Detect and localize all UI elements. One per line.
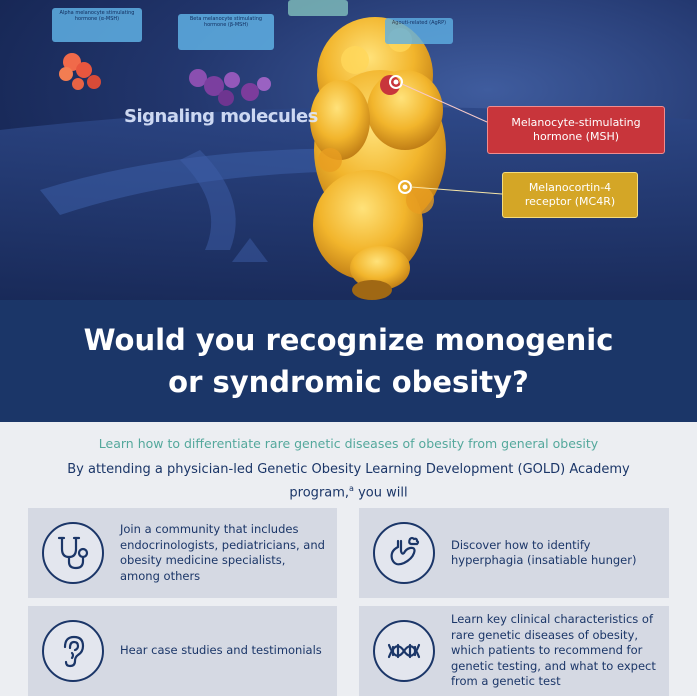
title-line-2: or syndromic obesity?: [168, 365, 529, 399]
mc4r-protein: [310, 17, 446, 300]
alpha-msh-molecule: [59, 53, 101, 90]
mc4r-callout: Melanocortin-4 receptor (MC4R): [502, 172, 638, 218]
title-line-1: Would you recognize monogenic: [83, 323, 614, 357]
beta-msh-tag: Beta melanocyte stimulating hormone (β-M…: [178, 14, 274, 50]
card-text: Join a community that includes endocrino…: [120, 522, 325, 583]
benefit-card-community: Join a community that includes endocrino…: [28, 508, 337, 598]
beta-msh-molecule: [189, 69, 271, 106]
ear-icon: [42, 620, 104, 682]
msh-callout: Melanocyte-stimulating hormone (MSH): [487, 106, 665, 154]
card-text: Discover how to identify hyperphagia (in…: [451, 537, 637, 568]
intro-main: By attending a physician-led Genetic Obe…: [67, 462, 630, 501]
title-band: Would you recognize monogenic or syndrom…: [0, 300, 697, 422]
intro-suffix: you will: [353, 485, 408, 501]
subtitle: Learn how to differentiate rare genetic …: [98, 436, 599, 451]
card-text: Learn key clinical characteristics of ra…: [451, 612, 656, 689]
agrp-tag: Agouti-related (AgRP): [385, 18, 453, 44]
dna-icon: [373, 620, 435, 682]
page-title: Would you recognize monogenic or syndrom…: [84, 319, 614, 403]
teal-tag: [288, 0, 348, 16]
benefit-card-hyperphagia: Discover how to identify hyperphagia (in…: [359, 508, 669, 598]
hero-illustration: [0, 17, 697, 300]
signaling-molecules-label: Signaling molecules: [124, 106, 318, 127]
alpha-msh-tag: Alpha melanocyte stimulating hormone (α-…: [52, 8, 142, 42]
hero-image: Alpha melanocyte stimulating hormone (α-…: [0, 0, 697, 300]
benefit-card-case-studies: Hear case studies and testimonials: [28, 606, 337, 696]
card-text: Hear case studies and testimonials: [120, 643, 322, 658]
stethoscope-icon: [42, 522, 104, 584]
footnote-marker: a: [349, 484, 354, 493]
benefit-card-clinical: Learn key clinical characteristics of ra…: [359, 606, 669, 696]
intro-text: By attending a physician-led Genetic Obe…: [60, 460, 637, 502]
stomach-icon: [373, 522, 435, 584]
